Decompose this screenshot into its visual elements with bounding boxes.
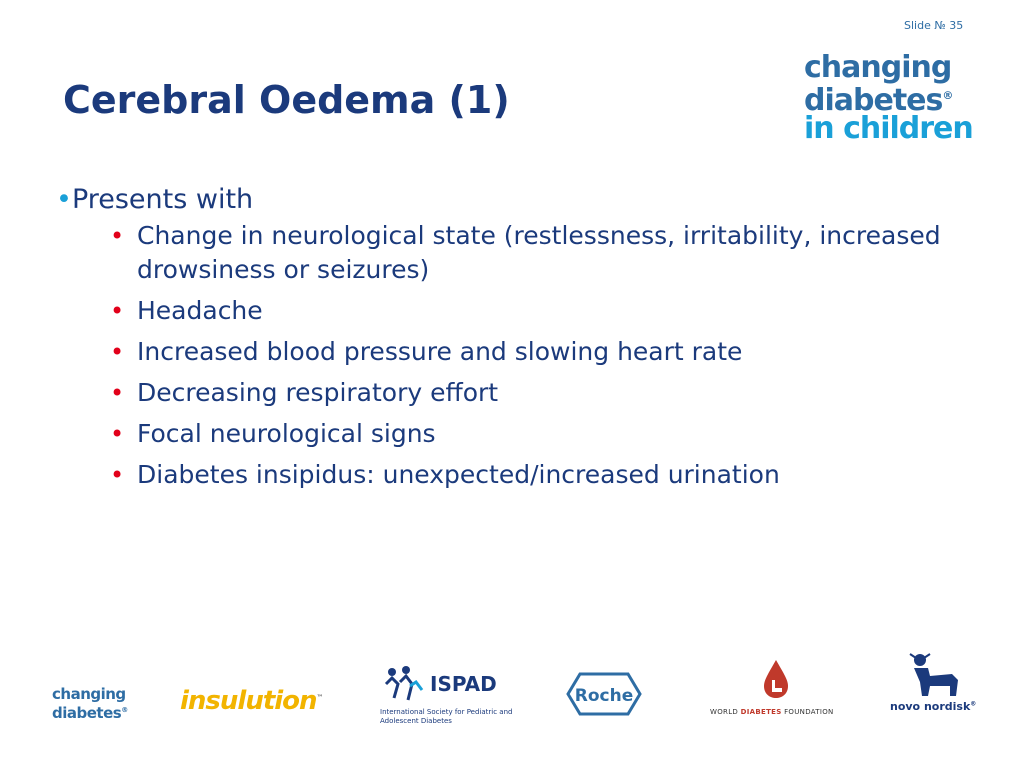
insulution-logo: insulution™ bbox=[180, 686, 324, 716]
changing-diabetes-logo: changing diabetes® bbox=[52, 685, 128, 722]
logo-line-1: changing bbox=[804, 50, 952, 85]
slide-title: Cerebral Oedema (1) bbox=[63, 78, 510, 122]
ispad-subtitle: International Society for Pediatric and … bbox=[380, 708, 513, 725]
ispad-logo: ISPAD International Society for Pediatri… bbox=[380, 664, 512, 725]
roche-logo: Roche bbox=[566, 672, 642, 720]
list-item: • Diabetes insipidus: unexpected/increase… bbox=[110, 460, 780, 489]
novo-nordisk-text: novo nordisk® bbox=[890, 700, 977, 713]
drop-icon bbox=[764, 660, 788, 698]
ispad-figures-icon bbox=[384, 666, 424, 701]
list-item: • Headache bbox=[110, 296, 263, 325]
logo-line-2: diabetes® bbox=[804, 83, 953, 118]
bullet-list: • Change in neurological state (restlessn… bbox=[56, 219, 956, 492]
slide-content: •Presents with • Change in neurological s… bbox=[56, 184, 956, 499]
slide-number: Slide № 35 bbox=[904, 19, 964, 32]
list-item: • Change in neurological state (restlessn… bbox=[110, 221, 941, 284]
bull-icon bbox=[909, 653, 958, 696]
ispad-name: ISPAD bbox=[430, 672, 497, 696]
logo-line-3: in children bbox=[804, 111, 974, 146]
bullet-heading: •Presents with bbox=[56, 184, 254, 215]
list-item: • Increased blood pressure and slowing he… bbox=[110, 337, 743, 366]
svg-text:Roche: Roche bbox=[575, 686, 633, 706]
list-item: • Focal neurological signs bbox=[110, 419, 436, 448]
bullet-marker: • bbox=[56, 184, 72, 215]
footer-logos: changing diabetes® insulution™ ISPAD Int… bbox=[0, 650, 1024, 730]
changing-diabetes-in-children-logo: changing diabetes® in children bbox=[804, 50, 974, 146]
wdf-text: WORLD DIABETES FOUNDATION bbox=[710, 708, 834, 716]
list-item: • Decreasing respiratory effort bbox=[110, 378, 499, 407]
